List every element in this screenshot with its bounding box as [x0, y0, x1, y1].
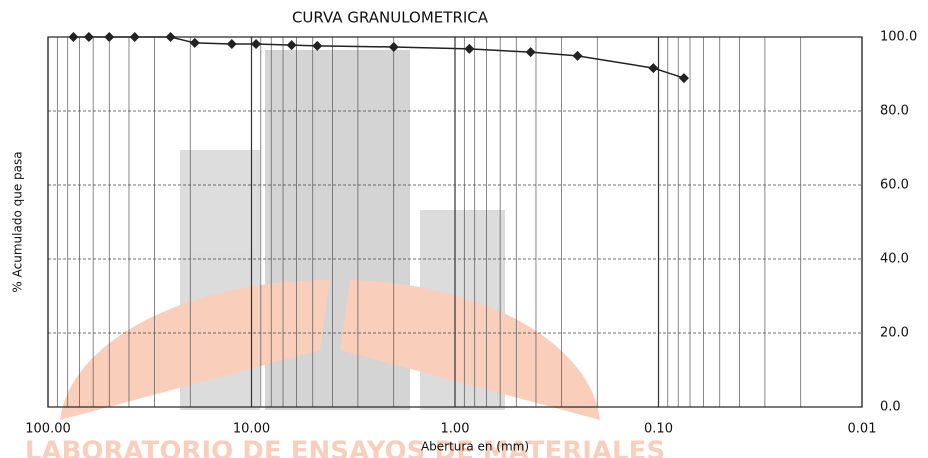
- data-point: [573, 51, 583, 61]
- y-tick-label: 0.0: [880, 400, 901, 415]
- y-tick-label: 60.0: [880, 178, 909, 193]
- y-tick-label: 40.0: [880, 252, 909, 267]
- y-tick-label: 80.0: [880, 104, 909, 119]
- x-tick-label: 1.00: [441, 422, 470, 437]
- data-point: [287, 40, 297, 50]
- page: LABORATORIO DE ENSAYOS DE MATERIALES CUR…: [0, 0, 928, 458]
- chart-title: CURVA GRANULOMETRICA: [292, 9, 489, 27]
- x-tick-label: 10.00: [233, 422, 270, 437]
- data-point: [251, 39, 261, 49]
- chart: LABORATORIO DE ENSAYOS DE MATERIALES CUR…: [0, 0, 928, 458]
- data-point: [679, 73, 689, 83]
- data-point: [312, 41, 322, 51]
- data-point: [130, 32, 140, 42]
- data-point: [526, 47, 536, 57]
- x-tick-label: 0.01: [848, 422, 877, 437]
- y-axis-label: % Acumulado que pasa: [11, 151, 25, 292]
- data-point: [464, 44, 474, 54]
- x-tick-label: 0.10: [644, 422, 673, 437]
- data-point: [190, 38, 200, 48]
- data-point: [104, 32, 114, 42]
- y-tick-label: 20.0: [880, 326, 909, 341]
- data-point: [68, 32, 78, 42]
- data-point: [166, 32, 176, 42]
- data-point: [84, 32, 94, 42]
- x-axis-label: Abertura en (mm): [421, 440, 529, 454]
- data-point: [227, 39, 237, 49]
- data-point: [648, 63, 658, 73]
- y-tick-label: 100.0: [880, 30, 917, 45]
- watermark-text: LABORATORIO DE ENSAYOS DE MATERIALES: [25, 437, 665, 458]
- x-tick-label: 100.00: [25, 422, 71, 437]
